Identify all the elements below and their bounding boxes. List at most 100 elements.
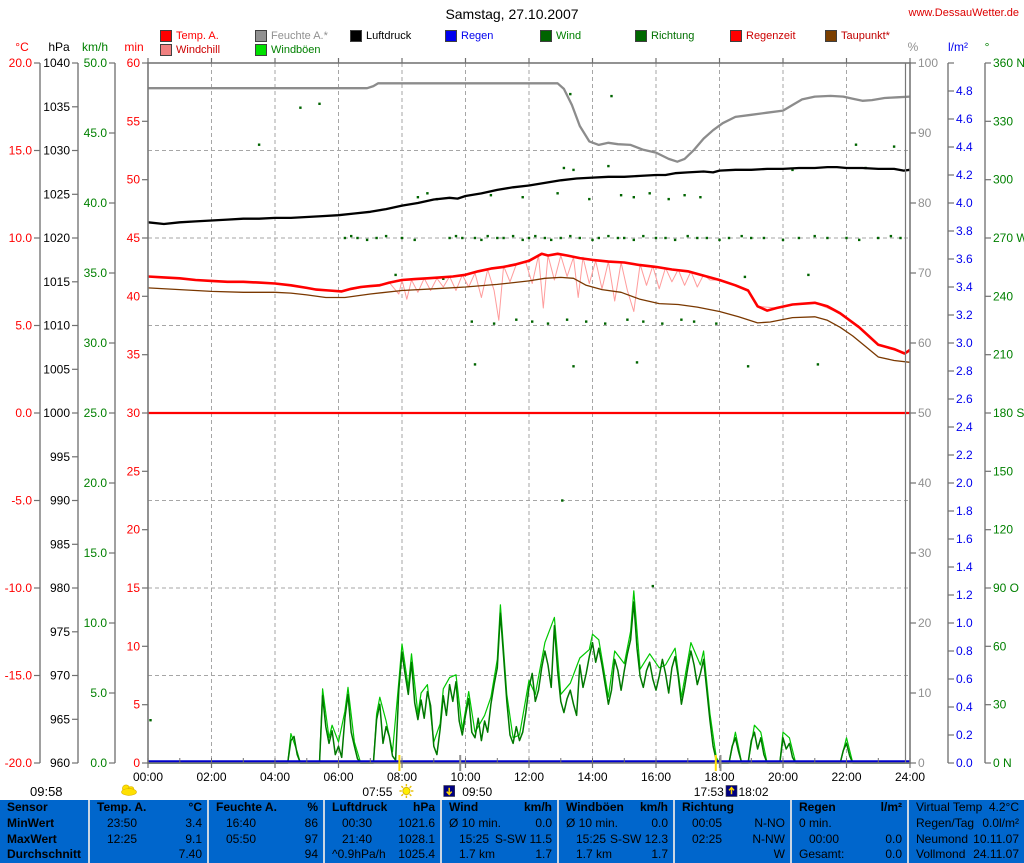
svg-text:min: min	[124, 40, 143, 54]
svg-text:4.0: 4.0	[956, 196, 973, 210]
svg-text:-15.0: -15.0	[5, 669, 33, 683]
svg-text:0.0: 0.0	[90, 756, 107, 770]
svg-text:990: 990	[50, 494, 70, 508]
svg-text:0 N: 0 N	[993, 756, 1012, 770]
table-row: 94	[209, 847, 323, 863]
table-row: 15:25 S-SW 11.5	[442, 832, 557, 848]
svg-text:0.0: 0.0	[15, 406, 32, 420]
cell-value: 1025.4	[398, 847, 435, 862]
svg-text:18:00: 18:00	[704, 770, 734, 784]
cell-value: 10.11.07	[973, 831, 1019, 846]
svg-text:210: 210	[993, 348, 1013, 362]
svg-text:90 O: 90 O	[993, 581, 1019, 595]
cell-value: 7.40	[178, 847, 202, 862]
svg-text:30: 30	[127, 406, 141, 420]
svg-text:50.0: 50.0	[84, 56, 108, 70]
cell-value: 94	[304, 847, 318, 862]
svg-text:965: 965	[50, 712, 70, 726]
svg-text:1030: 1030	[43, 144, 70, 158]
table-row: Feuchte A.%	[209, 800, 323, 816]
svg-text:90: 90	[918, 126, 932, 140]
cell-label: Vollmond	[916, 847, 966, 862]
svg-text:-10.0: -10.0	[5, 581, 33, 595]
site-link[interactable]: www.DessauWetter.de	[908, 7, 1019, 19]
legend-swatch-icon	[160, 30, 172, 42]
svg-text:15: 15	[127, 581, 141, 595]
cell-value: 24.11.07	[973, 847, 1019, 862]
cell-label: 00:00	[809, 831, 840, 846]
svg-text:180 S: 180 S	[993, 406, 1024, 420]
cell-label: 00:05	[692, 815, 723, 830]
table-column-8: Virtual Temp 4.2°C Regen/Tag 0.0l/m² Neumond…	[907, 800, 1024, 863]
cell-label: 02:25	[692, 831, 723, 846]
svg-text:60: 60	[127, 56, 141, 70]
cell-value: km/h	[523, 800, 552, 814]
svg-text:2.4: 2.4	[956, 420, 973, 434]
cell-value: km/h	[639, 800, 668, 814]
svg-text:970: 970	[50, 669, 70, 683]
series-temp-a-	[147, 252, 911, 355]
legend-label: Temp. A.	[176, 30, 219, 42]
legend-item-wind: Wind	[540, 30, 581, 42]
svg-text:14:00: 14:00	[577, 770, 607, 784]
svg-text:3.6: 3.6	[956, 252, 973, 266]
table-column-3: Luftdruck hPa 00:30 1021.6 21:40 1028.1 ^0.9hP…	[323, 800, 440, 863]
legend-label: Richtung	[651, 30, 695, 42]
svg-text:975: 975	[50, 625, 70, 639]
cell-value: W	[773, 847, 785, 862]
svg-text:4.2: 4.2	[956, 168, 973, 182]
cell-label	[95, 847, 97, 863]
table-row: W	[675, 847, 790, 863]
cell-value: hPa	[412, 800, 435, 814]
svg-text:1000: 1000	[43, 406, 70, 420]
svg-text:2.2: 2.2	[956, 448, 973, 462]
cell-value: 9.1	[185, 831, 202, 846]
table-column-5: Windböen km/h Ø 10 min. 0.0 15:25 S-SW 12.3 1.…	[557, 800, 673, 863]
table-row: 7.40	[90, 847, 207, 863]
cell-label: 0 min.	[799, 815, 832, 830]
svg-text:70: 70	[918, 266, 932, 280]
sun-cloud-icon	[121, 784, 137, 796]
cell-label: 21:40	[342, 831, 373, 846]
table-row: 00:05 N-NO	[675, 816, 790, 832]
cell-value: 0.0l/m²	[982, 815, 1019, 830]
svg-text:0.2: 0.2	[956, 728, 973, 742]
legend-swatch-icon	[255, 30, 267, 42]
svg-text:240: 240	[993, 289, 1013, 303]
svg-text:55: 55	[127, 114, 141, 128]
cell-value: 86	[304, 815, 318, 830]
cell-label: Temp. A.	[97, 800, 147, 814]
cell-label: 23:50	[107, 815, 138, 830]
svg-text:270 W: 270 W	[993, 231, 1024, 245]
svg-text:-20.0: -20.0	[5, 756, 33, 770]
cell-label: Wind	[449, 800, 479, 814]
x-axis: 00:00 02:00 04:00 06:00 08:00 10:00 12:00 14:00…	[133, 58, 925, 784]
cell-label: Regen	[799, 800, 836, 814]
cell-label: MaxWert	[7, 831, 57, 846]
svg-text:4.4: 4.4	[956, 140, 973, 154]
svg-text:5.0: 5.0	[15, 319, 32, 333]
svg-text:0.6: 0.6	[956, 672, 973, 686]
svg-text:1.4: 1.4	[956, 560, 973, 574]
legend-swatch-icon	[350, 30, 362, 42]
legend-item-luftdruck: Luftdruck	[350, 30, 411, 42]
plot-area	[147, 62, 911, 764]
legend-swatch-icon	[825, 30, 837, 42]
legend-label: Windchill	[176, 44, 221, 56]
svg-text:30: 30	[918, 546, 932, 560]
cell-label: 00:30	[342, 815, 373, 830]
svg-text:60: 60	[918, 336, 932, 350]
series-taupunkt	[147, 276, 911, 363]
table-row: 00:00 0.0	[792, 832, 907, 848]
y-axes: -20.0 -15.0 -10.0 -5.0 0.0 5.0 10.0 15.0 20.0 °C 9…	[5, 40, 1024, 770]
svg-text:100: 100	[918, 56, 938, 70]
svg-text:18:02: 18:02	[739, 785, 769, 799]
cell-value: N-NW	[752, 831, 785, 846]
page-title: Samstag, 27.10.2007	[445, 6, 579, 22]
table-column-6: Richtung 00:05 N-NO 02:25 N-NW W	[673, 800, 790, 863]
table-row: Wind km/h	[442, 800, 557, 816]
svg-text:17:53: 17:53	[694, 785, 724, 799]
svg-text:2.6: 2.6	[956, 392, 973, 406]
table-row: 12:25 9.1	[90, 832, 207, 848]
